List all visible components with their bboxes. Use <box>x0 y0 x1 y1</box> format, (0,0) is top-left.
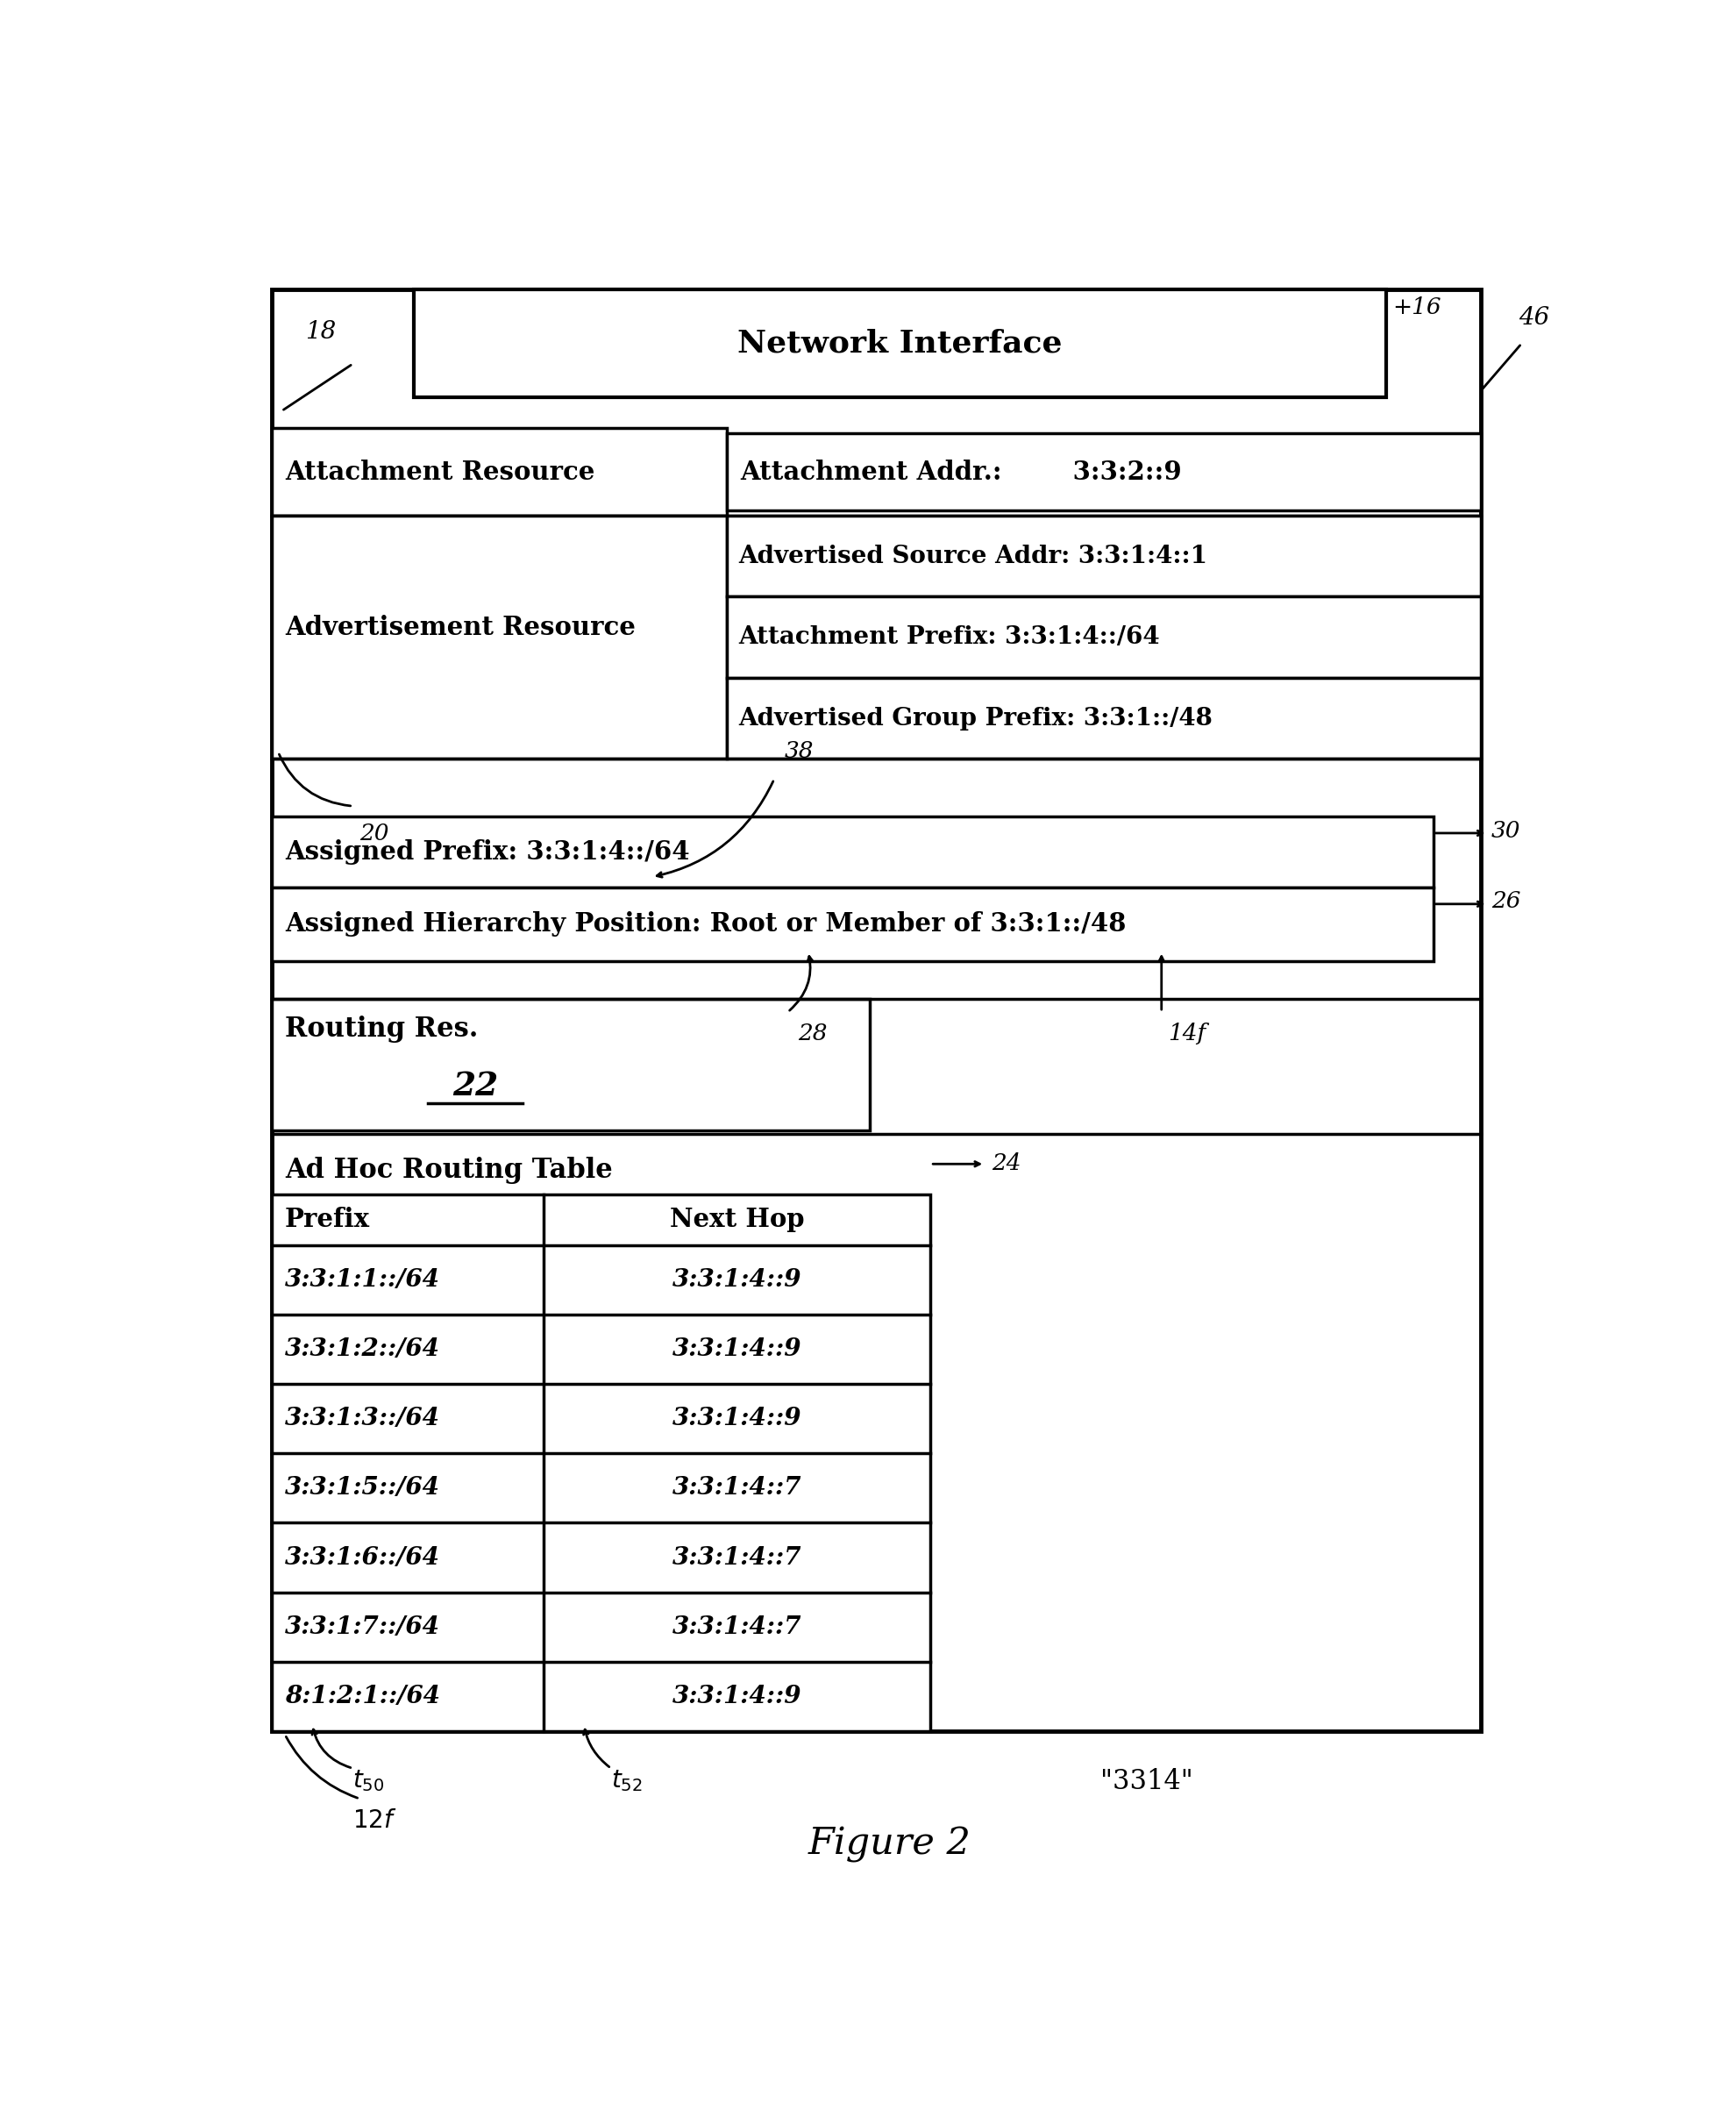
Bar <box>727 433 1481 511</box>
Bar <box>271 887 1434 961</box>
Text: 46: 46 <box>1519 307 1549 330</box>
Text: 18: 18 <box>306 320 337 343</box>
Text: 3:3:1:4::9: 3:3:1:4::9 <box>672 1407 802 1430</box>
Text: 22: 22 <box>453 1070 498 1102</box>
Text: Advertised Source Addr: 3:3:1:4::1: Advertised Source Addr: 3:3:1:4::1 <box>740 545 1208 568</box>
Bar <box>271 1195 930 1731</box>
Text: 3:3:1:6::/64: 3:3:1:6::/64 <box>285 1546 439 1569</box>
Text: $\mathit{12f}$: $\mathit{12f}$ <box>352 1809 398 1832</box>
Bar <box>727 515 1481 597</box>
Text: 3:3:1:3::/64: 3:3:1:3::/64 <box>285 1407 439 1430</box>
Text: 14f: 14f <box>1168 1022 1207 1043</box>
Text: 8:1:2:1::/64: 8:1:2:1::/64 <box>285 1685 439 1708</box>
Text: 3:3:1:4::9: 3:3:1:4::9 <box>672 1685 802 1708</box>
Bar <box>271 427 727 515</box>
Text: 24: 24 <box>991 1152 1021 1173</box>
Text: Attachment Resource: Attachment Resource <box>285 458 595 484</box>
Text: $\mathit{t}_{52}$: $\mathit{t}_{52}$ <box>611 1769 642 1794</box>
Text: Advertised Group Prefix: 3:3:1::/48: Advertised Group Prefix: 3:3:1::/48 <box>740 707 1213 730</box>
Text: Next Hop: Next Hop <box>670 1207 804 1232</box>
Text: Attachment Addr.:        3:3:2::9: Attachment Addr.: 3:3:2::9 <box>740 458 1182 484</box>
Bar <box>271 290 1481 1731</box>
Bar <box>727 677 1481 759</box>
Text: 3:3:1:4::7: 3:3:1:4::7 <box>672 1615 802 1638</box>
Text: 30: 30 <box>1491 820 1521 841</box>
Text: Prefix: Prefix <box>285 1207 370 1232</box>
Bar <box>271 515 727 759</box>
Text: 3:3:1:2::/64: 3:3:1:2::/64 <box>285 1338 439 1361</box>
Text: 26: 26 <box>1491 890 1521 913</box>
Text: Network Interface: Network Interface <box>738 328 1062 358</box>
Text: 3:3:1:7::/64: 3:3:1:7::/64 <box>285 1615 439 1638</box>
Text: Routing Res.: Routing Res. <box>285 1016 477 1043</box>
Text: Figure 2: Figure 2 <box>809 1825 970 1863</box>
Bar <box>415 290 1385 397</box>
Text: "3314": "3314" <box>1101 1769 1193 1796</box>
Text: 3:3:1:4::7: 3:3:1:4::7 <box>672 1476 802 1499</box>
Text: Assigned Prefix: 3:3:1:4::/64: Assigned Prefix: 3:3:1:4::/64 <box>285 839 689 864</box>
Bar <box>271 999 870 1129</box>
Text: 28: 28 <box>799 1022 828 1043</box>
Text: Attachment Prefix: 3:3:1:4::/64: Attachment Prefix: 3:3:1:4::/64 <box>740 625 1160 650</box>
Bar <box>271 816 1434 887</box>
Text: $\mathit{t}_{50}$: $\mathit{t}_{50}$ <box>352 1769 385 1794</box>
Bar <box>727 597 1481 677</box>
Text: +16: +16 <box>1392 297 1441 318</box>
Text: Advertisement Resource: Advertisement Resource <box>285 614 635 639</box>
Text: Ad Hoc Routing Table: Ad Hoc Routing Table <box>285 1157 613 1184</box>
Text: 38: 38 <box>785 740 814 761</box>
Text: 20: 20 <box>359 822 389 845</box>
Text: 3:3:1:5::/64: 3:3:1:5::/64 <box>285 1476 439 1499</box>
Text: Assigned Hierarchy Position: Root or Member of 3:3:1::/48: Assigned Hierarchy Position: Root or Mem… <box>285 911 1127 938</box>
Text: 3:3:1:4::9: 3:3:1:4::9 <box>672 1338 802 1361</box>
Text: 3:3:1:4::9: 3:3:1:4::9 <box>672 1268 802 1291</box>
Text: 3:3:1:4::7: 3:3:1:4::7 <box>672 1546 802 1569</box>
Text: 3:3:1:1::/64: 3:3:1:1::/64 <box>285 1268 439 1291</box>
